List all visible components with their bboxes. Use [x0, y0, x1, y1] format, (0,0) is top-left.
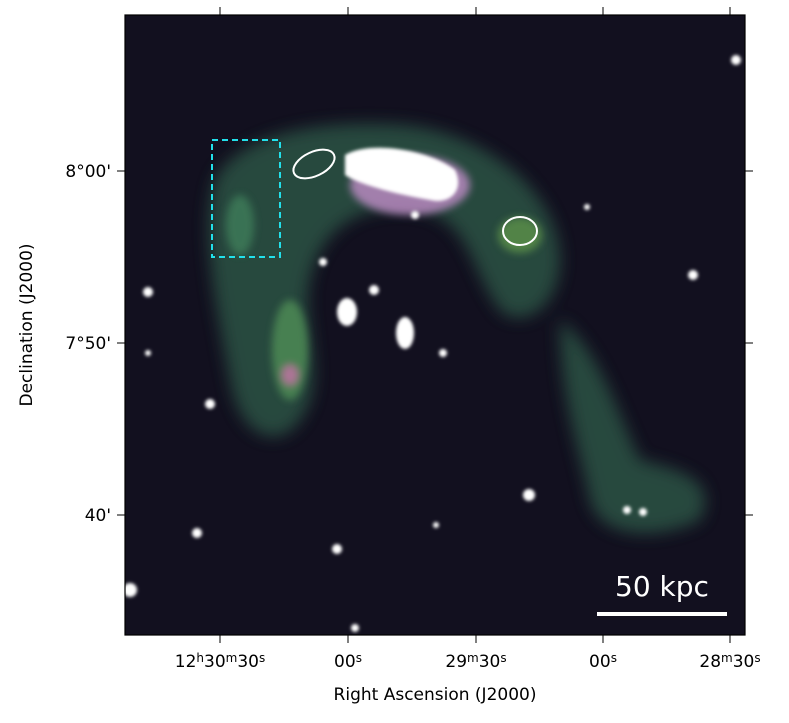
scale-bar-label: 50 kpc — [615, 570, 709, 603]
x-tick-label: 28m30s — [699, 651, 760, 672]
sky-image: 50 kpc — [125, 15, 745, 635]
x-tick-label-part: 28 — [699, 652, 721, 672]
x-tick-label-part: h — [196, 651, 204, 665]
x-tick-label-part: 00 — [334, 652, 356, 672]
y-tick-label: 40' — [85, 506, 111, 526]
x-tick-label: 12h30m30s — [175, 651, 266, 672]
beam-ellipse — [502, 216, 538, 246]
x-tick-label-part: m — [721, 651, 733, 665]
x-tick-label-part: m — [226, 651, 238, 665]
x-tick-label-part: s — [754, 651, 760, 665]
scale-bar — [597, 612, 727, 616]
x-tick-label: 00s — [589, 651, 617, 672]
x-tick-label: 00s — [334, 651, 362, 672]
x-tick-label-part: 30 — [204, 652, 226, 672]
x-tick-label-part: s — [356, 651, 362, 665]
x-tick-label-part: 00 — [589, 652, 611, 672]
x-tick-label-part: 30 — [733, 652, 755, 672]
x-tick-label-part: s — [500, 651, 506, 665]
y-tick-label: 8°00' — [65, 162, 111, 182]
x-tick-label-part: 29 — [445, 652, 467, 672]
y-tick-label: 7°50' — [65, 334, 111, 354]
x-tick-label-part: s — [611, 651, 617, 665]
x-tick-label-part: m — [467, 651, 479, 665]
y-axis-label: Declination (J2000) — [17, 243, 37, 406]
x-tick-label-part: 30 — [237, 652, 259, 672]
x-tick-label-part: s — [259, 651, 265, 665]
x-tick-label-part: 12 — [175, 652, 197, 672]
beam-ellipse — [292, 148, 336, 180]
x-tick-label: 29m30s — [445, 651, 506, 672]
region-box — [211, 139, 281, 258]
x-axis-label: Right Ascension (J2000) — [334, 685, 537, 705]
x-tick-label-part: 30 — [479, 652, 501, 672]
axes-frame — [124, 14, 746, 636]
